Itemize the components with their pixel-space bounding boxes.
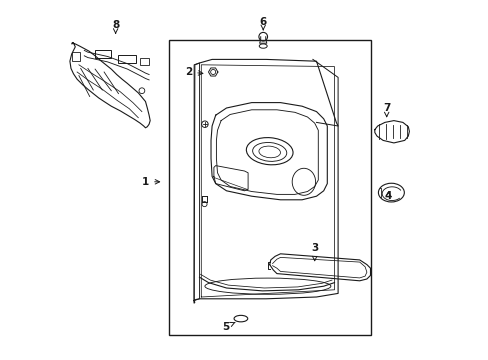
Text: 2: 2	[184, 67, 203, 77]
Bar	[168, 40, 370, 335]
Text: 6: 6	[259, 17, 266, 30]
Text: 5: 5	[222, 321, 234, 332]
Text: 4: 4	[384, 191, 391, 201]
Text: 7: 7	[382, 103, 389, 117]
Bar	[140, 58, 149, 65]
Text: 1: 1	[142, 177, 159, 187]
Text: 8: 8	[112, 20, 119, 33]
Bar	[72, 52, 80, 61]
Bar	[95, 50, 111, 58]
Bar	[118, 55, 136, 63]
Text: 3: 3	[310, 243, 318, 261]
